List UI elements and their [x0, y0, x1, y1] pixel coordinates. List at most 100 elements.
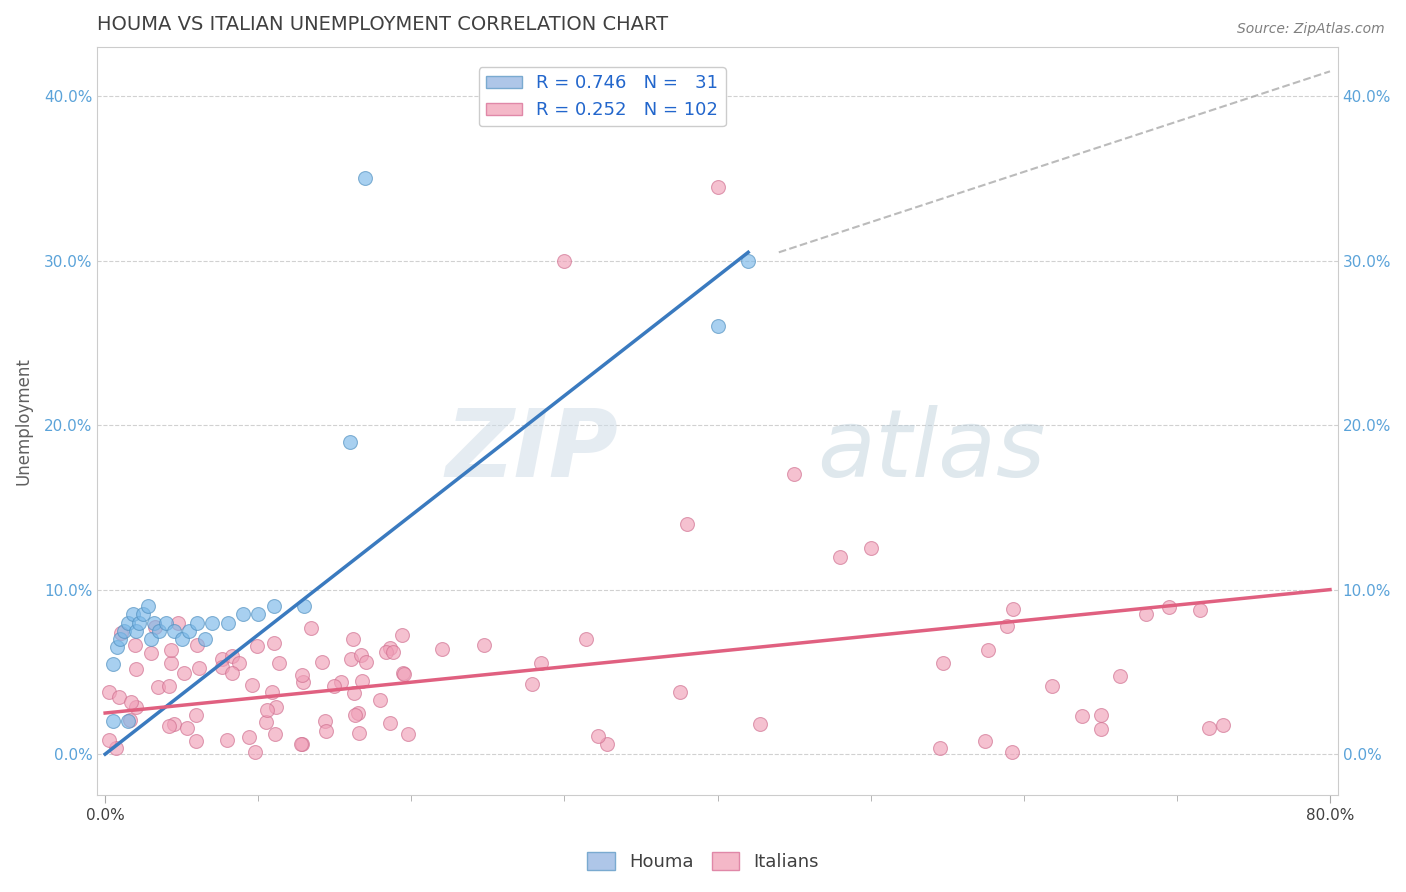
Point — [124, 638, 146, 652]
Point — [128, 615, 150, 630]
Point — [184, 733, 207, 747]
Point — [240, 678, 263, 692]
Point — [160, 643, 183, 657]
Point — [706, 179, 728, 194]
Point — [381, 645, 404, 659]
Text: Source: ZipAtlas.com: Source: ZipAtlas.com — [1237, 22, 1385, 37]
Point — [179, 624, 201, 638]
Point — [211, 652, 233, 666]
Point — [342, 632, 364, 646]
Point — [1135, 607, 1157, 622]
Point — [221, 649, 243, 664]
Point — [669, 684, 692, 698]
Point — [828, 549, 851, 564]
Point — [1189, 603, 1212, 617]
Point — [110, 632, 132, 646]
Y-axis label: Unemployment: Unemployment — [15, 357, 32, 485]
Point — [120, 695, 142, 709]
Point — [186, 638, 208, 652]
Point — [245, 745, 267, 759]
Point — [263, 599, 285, 613]
Point — [105, 640, 128, 655]
Point — [143, 615, 166, 630]
Point — [264, 727, 287, 741]
Point — [105, 740, 128, 755]
Point — [520, 677, 543, 691]
Point — [176, 721, 198, 735]
Point — [238, 730, 260, 744]
Point — [173, 666, 195, 681]
Point — [354, 171, 377, 186]
Point — [472, 638, 495, 652]
Point — [160, 656, 183, 670]
Point — [392, 666, 415, 681]
Point — [1001, 745, 1024, 759]
Point — [1040, 679, 1063, 693]
Legend: Houma, Italians: Houma, Italians — [581, 845, 825, 879]
Point — [595, 737, 617, 751]
Text: ZIP: ZIP — [446, 405, 619, 497]
Point — [344, 707, 367, 722]
Point — [120, 714, 142, 728]
Point — [354, 655, 377, 669]
Point — [378, 716, 401, 731]
Point — [117, 615, 139, 630]
Point — [157, 679, 180, 693]
Point — [157, 719, 180, 733]
Point — [139, 646, 162, 660]
Point — [343, 686, 366, 700]
Point — [148, 624, 170, 638]
Point — [108, 690, 131, 704]
Point — [188, 660, 211, 674]
Point — [575, 632, 598, 647]
Point — [170, 632, 193, 646]
Point — [748, 717, 770, 731]
Point — [221, 665, 243, 680]
Point — [125, 662, 148, 676]
Point — [347, 725, 370, 739]
Point — [588, 729, 610, 743]
Legend: R = 0.746   N =   31, R = 0.252   N = 102: R = 0.746 N = 31, R = 0.252 N = 102 — [478, 67, 725, 127]
Point — [1108, 669, 1130, 683]
Point — [125, 624, 148, 638]
Point — [929, 741, 952, 756]
Point — [124, 700, 146, 714]
Point — [112, 624, 135, 638]
Point — [145, 620, 167, 634]
Point — [391, 628, 413, 642]
Point — [1198, 722, 1220, 736]
Point — [1090, 708, 1112, 723]
Point — [350, 674, 373, 689]
Point — [1002, 602, 1025, 616]
Point — [430, 641, 453, 656]
Point — [256, 704, 278, 718]
Point — [1090, 723, 1112, 737]
Point — [247, 607, 270, 622]
Point — [121, 607, 143, 622]
Point — [737, 253, 759, 268]
Point — [184, 707, 207, 722]
Point — [110, 626, 132, 640]
Point — [97, 733, 120, 747]
Point — [974, 734, 997, 748]
Point — [228, 657, 250, 671]
Point — [263, 635, 285, 649]
Point — [339, 652, 361, 666]
Point — [264, 700, 287, 714]
Point — [246, 639, 269, 653]
Point — [314, 714, 336, 729]
Point — [530, 656, 553, 670]
Point — [132, 607, 155, 622]
Point — [315, 724, 337, 739]
Point — [553, 253, 575, 268]
Point — [291, 737, 314, 751]
Point — [323, 679, 346, 693]
Point — [97, 685, 120, 699]
Point — [977, 642, 1000, 657]
Point — [117, 714, 139, 729]
Point — [292, 599, 315, 613]
Point — [374, 645, 396, 659]
Point — [217, 733, 239, 747]
Point — [211, 660, 233, 674]
Point — [291, 668, 314, 682]
